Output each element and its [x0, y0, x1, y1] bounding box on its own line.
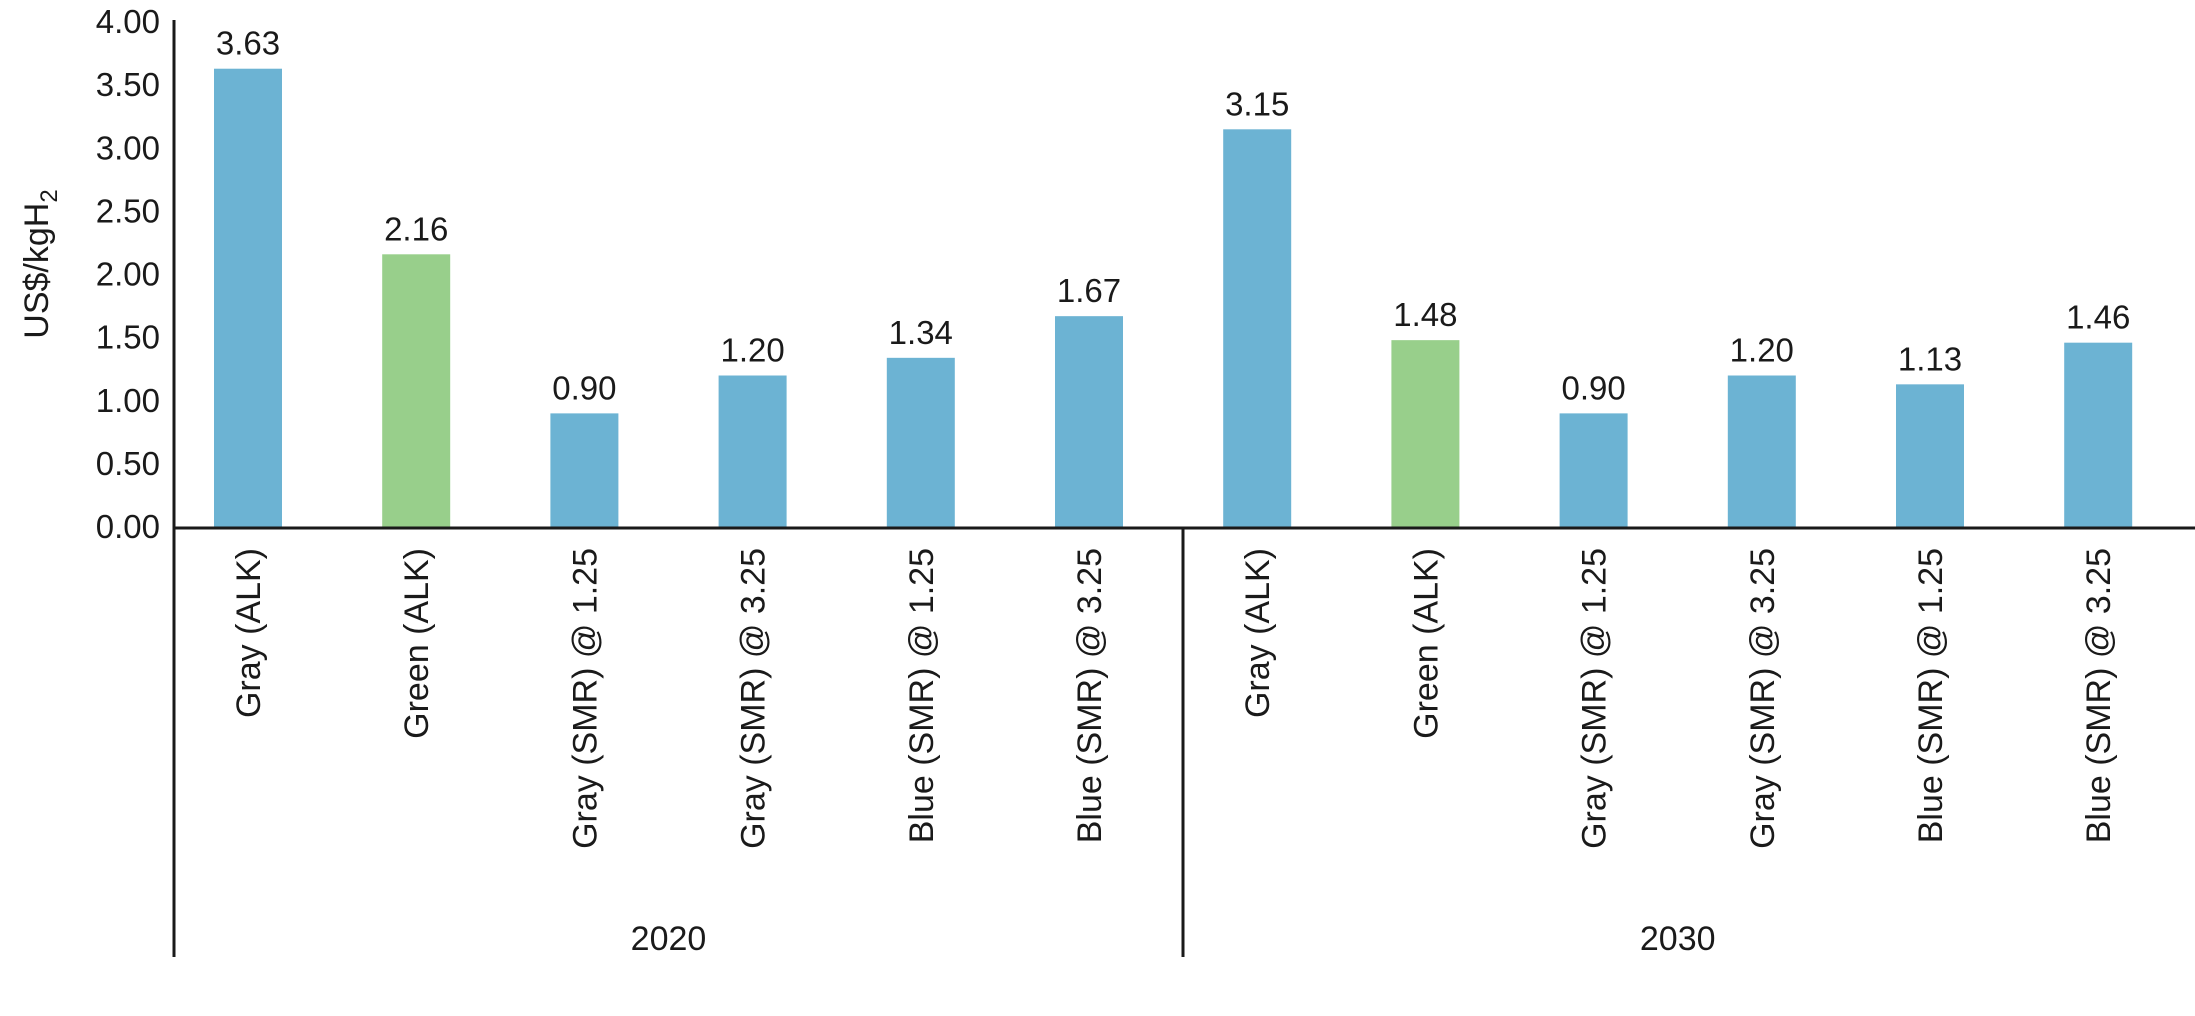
bar	[886, 357, 955, 527]
bar	[1727, 375, 1796, 527]
data-labels: 3.63 2.16 0.90 1.20 1.34 1.67 3.15 1.48 0.90 1.20…	[216, 25, 2130, 407]
bar	[2064, 342, 2133, 527]
category-label: Gray (SMR) @ 1.25	[1576, 548, 1614, 849]
category-label: Gray (SMR) @ 1.25	[566, 548, 604, 849]
axes	[172, 20, 2195, 957]
category-label: Blue (SMR) @ 3.25	[2080, 548, 2118, 843]
y-tick-label: 3.50	[96, 66, 160, 103]
y-axis-title-main: US$/kgH	[18, 203, 56, 339]
category-label: Blue (SMR) @ 3.25	[1071, 548, 1109, 843]
bar	[1055, 316, 1123, 527]
bar-data-label: 0.90	[552, 369, 616, 406]
y-tick-label: 2.00	[96, 256, 160, 293]
category-label: Gray (SMR) @ 3.25	[735, 548, 773, 849]
bar-data-label: 0.90	[1561, 369, 1625, 406]
bar	[550, 413, 619, 527]
bar	[1391, 340, 1460, 527]
bar	[214, 68, 282, 528]
y-axis-title: US$/kgH2	[18, 189, 63, 338]
y-tick-label: 2.50	[96, 192, 160, 229]
category-label: Green (ALK)	[1407, 548, 1445, 739]
bar	[1896, 384, 1964, 527]
y-axis-title-subscript: 2	[36, 189, 63, 202]
y-tick-label: 4.00	[96, 3, 160, 40]
category-label: Blue (SMR) @ 1.25	[903, 548, 941, 843]
bar-data-label: 1.20	[1730, 332, 1794, 369]
bar-data-label: 3.15	[1225, 85, 1289, 122]
bar-data-label: 1.34	[889, 314, 953, 351]
bars	[214, 68, 2133, 528]
group-label: 2020	[631, 920, 707, 958]
bar-data-label: 1.13	[1898, 340, 1962, 377]
bar	[382, 254, 451, 528]
bar-data-label: 2.16	[384, 210, 448, 247]
y-tick-label: 0.50	[96, 445, 160, 482]
y-tick-label: 1.00	[96, 382, 160, 419]
bar	[718, 375, 787, 527]
y-tick-label: 0.00	[96, 508, 160, 545]
y-axis-title-text: US$/kgH2	[18, 189, 63, 338]
category-label: Blue (SMR) @ 1.25	[1912, 548, 1950, 843]
bar-data-label: 1.46	[2066, 299, 2130, 336]
y-tick-label: 1.50	[96, 319, 160, 356]
category-label: Gray (SMR) @ 3.25	[1744, 548, 1782, 849]
bar-data-label: 1.48	[1393, 296, 1457, 333]
category-label: Gray (ALK)	[1239, 548, 1277, 718]
category-labels: Gray (ALK) Green (ALK) Gray (SMR) @ 1.25 Gr…	[230, 548, 2118, 849]
bar-data-label: 1.67	[1057, 272, 1121, 309]
group-labels: 2020 2030	[631, 920, 1716, 958]
bar-data-label: 1.20	[720, 332, 784, 369]
y-tick-label: 3.00	[96, 129, 160, 166]
y-axis-ticks: 0.00 0.50 1.00 1.50 2.00 2.50 3.00 3.50 4.00	[96, 3, 160, 545]
group-label: 2030	[1640, 920, 1716, 958]
bar	[1559, 413, 1628, 527]
bar	[1223, 129, 1292, 527]
category-label: Gray (ALK)	[230, 548, 268, 718]
category-label: Green (ALK)	[398, 548, 436, 739]
bar-data-label: 3.63	[216, 25, 280, 62]
